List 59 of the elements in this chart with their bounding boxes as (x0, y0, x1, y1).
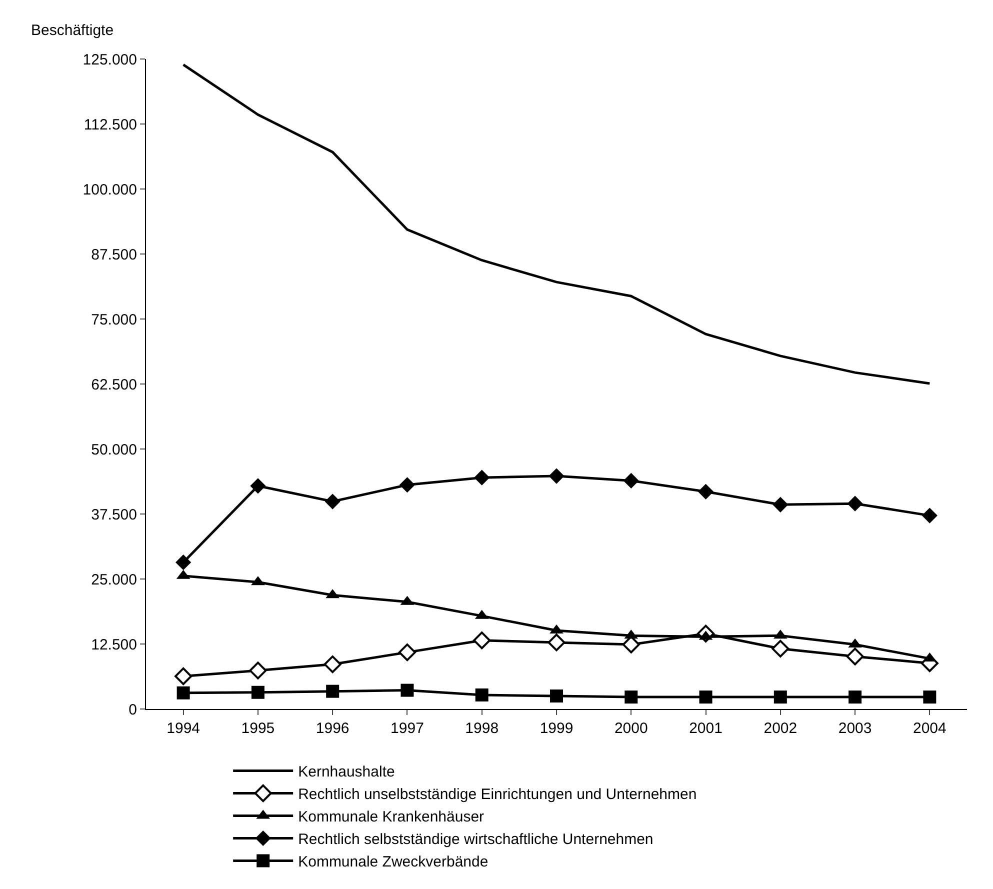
point (623, 472, 639, 489)
y-tick-label: 100.000 (82, 181, 137, 198)
x-tick-label: 1998 (465, 720, 499, 737)
point (398, 644, 416, 662)
point (698, 484, 714, 500)
x-tick-label: 1997 (390, 720, 424, 737)
y-tick-label: 12.500 (91, 636, 137, 654)
y-tick-label: 62.500 (91, 376, 137, 394)
point (473, 632, 491, 650)
point (474, 470, 490, 486)
point (475, 688, 488, 702)
legend-label: Rechtlich selbstständige wirtschaftliche Unternehmen (298, 831, 654, 848)
y-tick-label: 75.000 (91, 311, 137, 328)
x-tick-label: 2003 (838, 720, 872, 737)
x-tick-label: 2001 (689, 720, 722, 737)
y-tick-label: 25.000 (91, 571, 137, 588)
x-tick-label: 2004 (912, 720, 946, 737)
point (324, 655, 342, 674)
line-series (182, 63, 931, 385)
x-tick-label: 2000 (614, 720, 648, 737)
x-tick-label: 1996 (316, 720, 350, 737)
x-tick-label: 2002 (764, 720, 798, 737)
legend-label: Rechtlich unselbstständige Einrichtungen und Unternehmen (298, 786, 697, 804)
point (399, 477, 416, 493)
y-tick-label: 50.000 (91, 441, 137, 458)
x-tick-label: 1999 (540, 720, 574, 737)
y-tick-label: 112.500 (84, 116, 137, 134)
point (548, 634, 566, 652)
point (326, 684, 340, 698)
point (848, 690, 862, 704)
point (923, 690, 936, 704)
y-tick-label: 87.500 (91, 246, 137, 264)
point (699, 690, 712, 704)
point (548, 468, 564, 484)
y-axis-title: Beschäftigte (31, 22, 114, 39)
point (550, 690, 563, 702)
legend-label: Kommunale Zweckverbände (298, 854, 488, 871)
point (176, 554, 192, 570)
y-tick-label: 37.500 (91, 506, 137, 524)
point (772, 496, 788, 512)
point (772, 640, 790, 658)
point (847, 496, 863, 512)
y-tick-label: 125.000 (82, 51, 137, 68)
point (176, 686, 190, 700)
point (624, 690, 638, 704)
point (922, 508, 938, 524)
point (174, 667, 192, 686)
point (250, 478, 266, 494)
point (400, 684, 414, 697)
legend-label: Kommunale Krankenhäuser (298, 808, 484, 826)
x-tick-label: 1995 (241, 720, 275, 737)
point (249, 662, 267, 680)
x-tick-label: 1994 (166, 720, 200, 737)
point (251, 686, 264, 699)
legend-label: Kernhaushalte (298, 764, 395, 781)
point (324, 494, 340, 510)
y-tick-label: 0 (128, 701, 137, 718)
point (774, 690, 787, 704)
point (846, 648, 864, 666)
